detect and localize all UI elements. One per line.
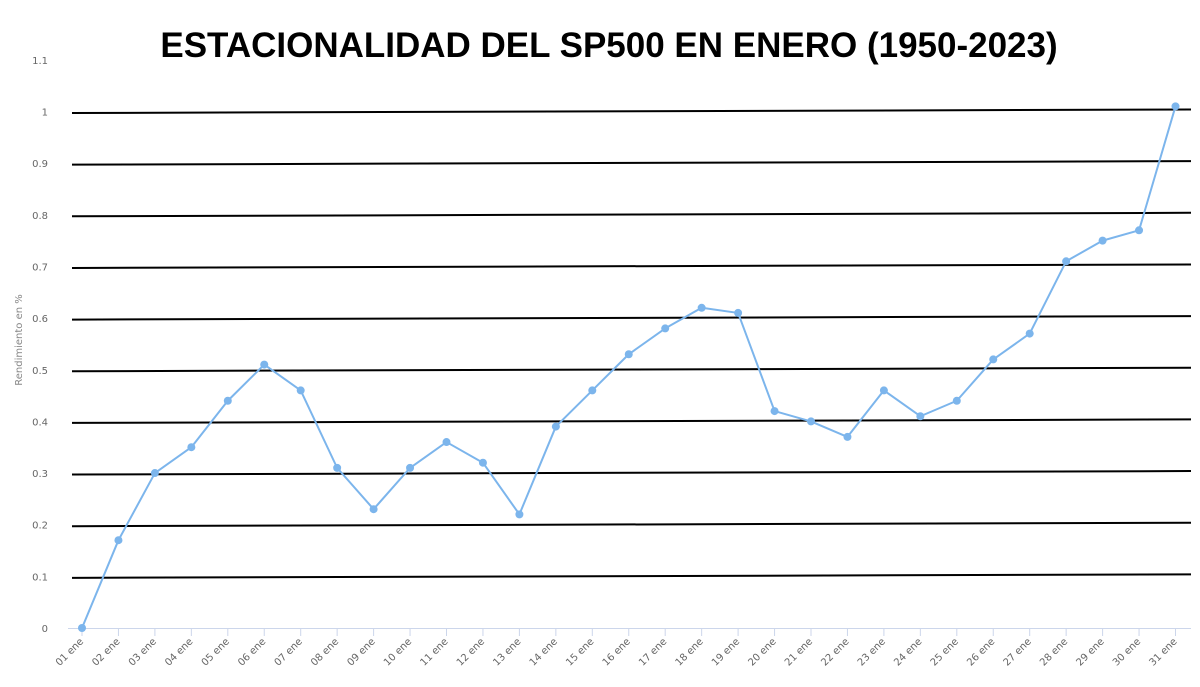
x-tick-label: 22 ene [819, 636, 851, 668]
data-point [697, 303, 706, 312]
data-point [989, 355, 998, 364]
data-point [406, 463, 415, 472]
x-tick-label: 17 ene [637, 636, 669, 668]
gridline [71, 366, 1192, 373]
x-tick-label: 01 ene [54, 636, 86, 668]
x-tick-label: 15 ene [564, 636, 596, 668]
y-tick-label: 0 [42, 624, 48, 635]
x-tick-label: 11 ene [418, 636, 450, 668]
x-tick-label: 06 ene [236, 636, 268, 668]
x-axis-tick-labels: 01 ene 02 ene 03 ene 04 ene 05 ene 06 ene 07 e… [54, 629, 1180, 669]
gridline [71, 108, 1192, 114]
data-point [807, 417, 815, 426]
data-point [187, 443, 196, 452]
x-tick-label: 20 ene [746, 636, 778, 668]
data-point [150, 469, 159, 478]
data-point [770, 407, 779, 416]
gridline [71, 573, 1192, 579]
gridline [71, 160, 1192, 166]
data-point [78, 624, 86, 632]
x-tick-label: 09 ene [346, 636, 378, 668]
y-tick-label: 0.7 [32, 262, 48, 273]
data-point [1025, 329, 1034, 338]
data-point [223, 396, 232, 405]
x-tick-label: 25 ene [929, 636, 961, 668]
x-tick-label: 10 ene [382, 636, 414, 668]
x-tick-label: 03 ene [127, 636, 159, 668]
x-tick-label: 02 ene [90, 636, 122, 668]
data-point [734, 308, 743, 317]
y-tick-label: 0.4 [32, 417, 48, 428]
y-tick-label: 1 [42, 108, 48, 119]
y-tick-label: 0.6 [32, 314, 48, 325]
y-tick-label: 0.8 [32, 211, 48, 222]
x-tick-label: 13 ene [491, 636, 523, 668]
data-point [879, 386, 888, 395]
data-point [114, 536, 123, 545]
data-point [478, 458, 487, 467]
x-tick-label: 30 ene [1111, 636, 1143, 668]
x-tick-label: 23 ene [856, 636, 888, 668]
data-point [952, 396, 961, 405]
x-tick-label: 12 ene [455, 636, 487, 668]
data-point [296, 386, 305, 395]
data-point [551, 422, 560, 431]
x-tick-label: 04 ene [163, 636, 195, 668]
x-tick-label: 08 ene [309, 636, 341, 668]
x-tick-label: 21 ene [783, 636, 815, 668]
y-tick-label: 1.1 [32, 56, 48, 67]
y-axis-title: Rendimiento en % [14, 294, 25, 386]
y-tick-label: 0.5 [32, 366, 48, 377]
y-tick-label: 0.1 [32, 572, 48, 583]
series-group [78, 102, 1180, 632]
data-point [916, 412, 925, 421]
y-tick-label: 0.2 [32, 521, 48, 532]
data-point [588, 386, 597, 395]
data-point [843, 432, 852, 441]
gridline [71, 263, 1192, 269]
gridline [71, 211, 1192, 218]
x-tick-label: 18 ene [674, 636, 706, 668]
x-tick-label: 27 ene [1002, 636, 1034, 668]
x-tick-label: 29 ene [1075, 636, 1107, 668]
x-tick-label: 07 ene [273, 636, 305, 668]
x-tick-label: 19 ene [710, 636, 742, 668]
gridline [71, 315, 1192, 321]
chart-title: ESTACIONALIDAD DEL SP500 EN ENERO (1950-… [160, 26, 1058, 65]
data-point [1062, 257, 1071, 266]
x-tick-label: 16 ene [601, 636, 633, 668]
data-point [661, 324, 670, 333]
series-line [81, 106, 1177, 629]
data-point [333, 463, 342, 472]
x-tick-label: 05 ene [200, 636, 232, 668]
y-tick-label: 0.3 [32, 469, 48, 480]
data-point [369, 505, 378, 514]
data-point [442, 438, 451, 447]
y-axis-tick-labels: 0 0.1 0.2 0.3 0.4 0.5 0.6 0.7 0.8 0.9 1 1.1 [32, 56, 48, 635]
data-point [260, 360, 269, 369]
x-tick-label: 14 ene [528, 636, 560, 668]
data-point [624, 350, 633, 359]
gridline [71, 418, 1192, 424]
data-point [1098, 236, 1107, 245]
y-axis-title-group: Rendimiento en % [14, 294, 25, 386]
data-point [1135, 226, 1144, 235]
x-tick-label: 31 ene [1147, 636, 1179, 668]
gridline [71, 470, 1192, 476]
gridlines [68, 108, 1192, 629]
data-point [1171, 102, 1180, 111]
x-tick-label: 24 ene [892, 636, 924, 668]
data-point [515, 510, 524, 519]
x-tick-label: 26 ene [965, 636, 997, 668]
gridline [71, 521, 1192, 528]
y-tick-label: 0.9 [32, 159, 48, 170]
x-tick-label: 28 ene [1038, 636, 1070, 668]
